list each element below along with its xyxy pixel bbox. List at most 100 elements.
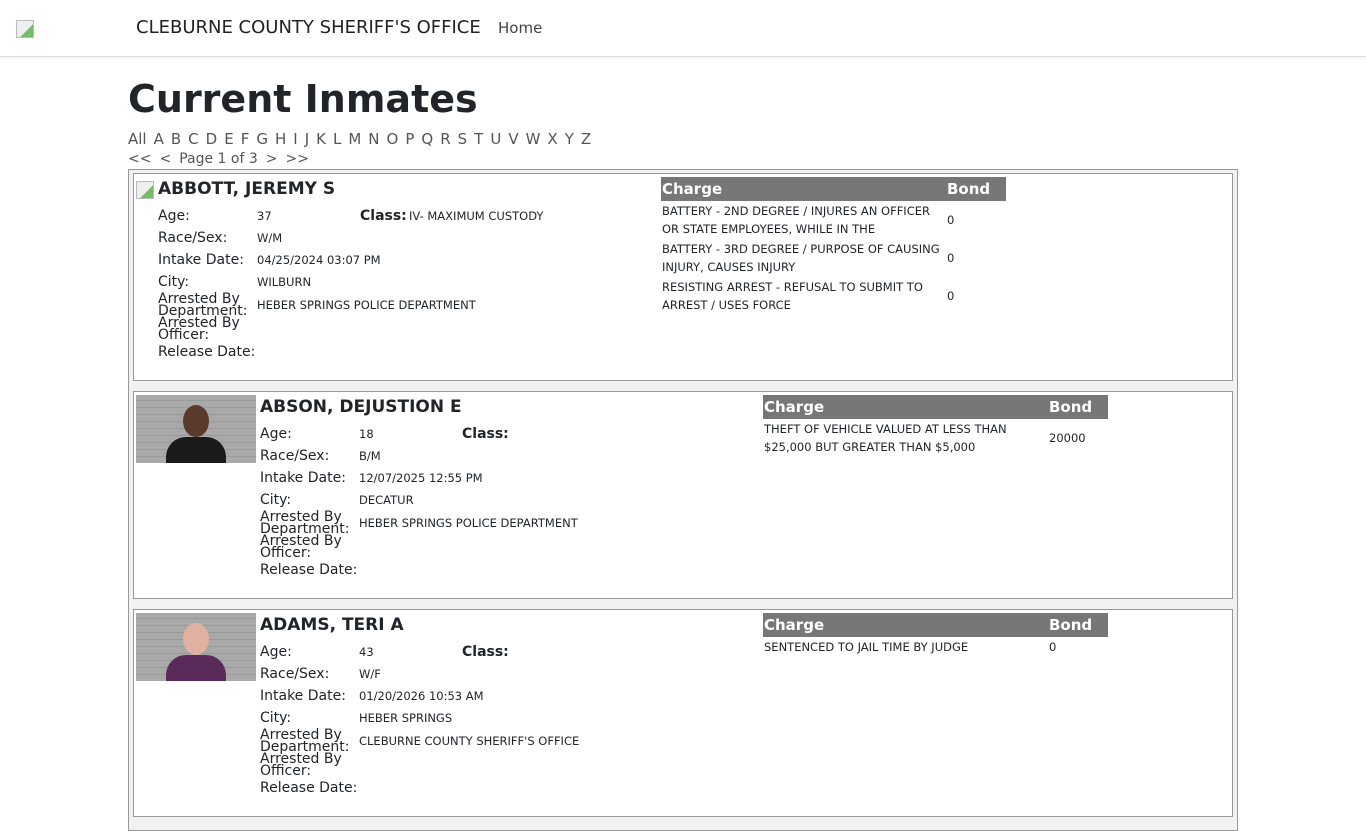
value-race: W/F (359, 667, 381, 681)
letter-filter-l[interactable]: L (332, 130, 342, 148)
letter-filter-k[interactable]: K (316, 130, 326, 148)
field-race: Race/Sex: W/M (158, 227, 661, 249)
letter-filter-x[interactable]: X (547, 130, 558, 148)
letter-filter-e[interactable]: E (224, 130, 234, 148)
inmate-info: ABBOTT, JEREMY S Age: 37 Class: IV- MAXIMUM… (158, 177, 661, 377)
label-intake: Intake Date: (260, 470, 346, 486)
label-race: Race/Sex: (260, 448, 330, 464)
label-release: Release Date: (260, 780, 358, 796)
letter-filter-r[interactable]: R (440, 130, 451, 148)
value-city: DECATUR (359, 493, 414, 507)
bond-amount: 0 (1049, 640, 1057, 654)
letter-filter-c[interactable]: C (188, 130, 199, 148)
field-dept: Arrested By Department: HEBER SPRINGS POL… (260, 510, 763, 536)
charge-row: BATTERY - 3RD DEGREE / PURPOSE OF CAUSIN… (661, 239, 1006, 277)
inmate-name[interactable]: ABSON, DEJUSTION E (260, 397, 462, 417)
field-dept: Arrested By Department: HEBER SPRINGS POL… (158, 291, 661, 319)
field-city: City: WILBURN (158, 271, 661, 293)
letter-filter-w[interactable]: W (525, 130, 541, 148)
letter-filter-j[interactable]: J (304, 130, 310, 148)
pagination: << < Page 1 of 3 > >> (128, 151, 1238, 167)
nav-home-link[interactable]: Home (498, 19, 543, 37)
bond-amount: 0 (947, 251, 955, 265)
next-page-link[interactable]: > (265, 151, 278, 167)
last-page-link[interactable]: >> (285, 151, 309, 167)
label-officer: Arrested By Officer: (158, 315, 240, 343)
main-content: Current Inmates All A B C D E F G H I J K L M N O P Q R S T U… (128, 76, 1238, 831)
charge-row: SENTENCED TO JAIL TIME BY JUDGE 0 (763, 637, 1108, 657)
label-class: Class: (462, 426, 509, 442)
label-race: Race/Sex: (260, 666, 330, 682)
letter-filter-z[interactable]: Z (580, 130, 592, 148)
charges-table: Charge Bond THEFT OF VEHICLE VALUED AT LES… (763, 395, 1108, 457)
value-race: B/M (359, 449, 381, 463)
letter-filter-o[interactable]: O (386, 130, 399, 148)
letter-filter-m[interactable]: M (348, 130, 362, 148)
letter-filter-f[interactable]: F (240, 130, 250, 148)
label-age: Age: (158, 208, 190, 224)
inmate-info: ADAMS, TERI A Age: 43 Class: Race/Sex: W/F I… (260, 613, 763, 813)
inmate-list: ABBOTT, JEREMY S Age: 37 Class: IV- MAXIMUM… (128, 169, 1238, 831)
letter-filter-v[interactable]: V (508, 130, 519, 148)
value-dept: HEBER SPRINGS POLICE DEPARTMENT (359, 516, 578, 530)
charges-table: Charge Bond SENTENCED TO JAIL TIME BY JUDG… (763, 613, 1108, 657)
inmate-photo[interactable] (136, 395, 256, 463)
charge-text: BATTERY - 2ND DEGREE / INJURES AN OFFICE… (662, 204, 930, 236)
letter-filter-p[interactable]: P (405, 130, 415, 148)
bond-header: Bond (1048, 395, 1108, 419)
field-officer: Arrested By Officer: (260, 751, 763, 779)
letter-filter-all[interactable]: All (128, 130, 147, 148)
letter-filter-y[interactable]: Y (564, 130, 574, 148)
label-intake: Intake Date: (158, 252, 244, 268)
field-city: City: HEBER SPRINGS (260, 707, 763, 729)
first-page-link[interactable]: << (128, 151, 152, 167)
letter-filter: All A B C D E F G H I J K L M N O P Q R S T U V W X Y Z (128, 130, 1238, 148)
letter-filter-t[interactable]: T (474, 130, 484, 148)
letter-filter-i[interactable]: I (293, 130, 298, 148)
value-intake: 12/07/2025 12:55 PM (359, 471, 483, 485)
charge-header: Charge (661, 177, 946, 201)
field-release: Release Date: (158, 341, 661, 363)
charge-row: THEFT OF VEHICLE VALUED AT LESS THAN $25… (763, 419, 1108, 457)
brand-link[interactable]: CLEBURNE COUNTY SHERIFF'S OFFICE (136, 17, 481, 38)
letter-filter-n[interactable]: N (368, 130, 380, 148)
value-age: 18 (359, 427, 374, 441)
label-city: City: (158, 274, 190, 290)
value-intake: 04/25/2024 03:07 PM (257, 253, 381, 267)
bond-header: Bond (1048, 613, 1108, 637)
charge-row: RESISTING ARREST - REFUSAL TO SUBMIT TO … (661, 277, 1006, 315)
navbar: CLEBURNE COUNTY SHERIFF'S OFFICE Home (0, 0, 1366, 57)
charge-header: Charge (763, 613, 1048, 637)
value-intake: 01/20/2026 10:53 AM (359, 689, 484, 703)
field-officer: Arrested By Officer: (260, 534, 763, 560)
logo-broken-image-icon[interactable] (16, 20, 34, 38)
charge-text: RESISTING ARREST - REFUSAL TO SUBMIT TO … (662, 280, 923, 312)
letter-filter-s[interactable]: S (457, 130, 468, 148)
letter-filter-b[interactable]: B (170, 130, 182, 148)
letter-filter-h[interactable]: H (274, 130, 287, 148)
inmate-name[interactable]: ADAMS, TERI A (260, 615, 404, 635)
label-intake: Intake Date: (260, 688, 346, 704)
value-dept: HEBER SPRINGS POLICE DEPARTMENT (257, 298, 476, 312)
inmate-info: ABSON, DEJUSTION E Age: 18 Class: Race/Sex… (260, 395, 763, 595)
inmate-photo[interactable] (136, 613, 256, 681)
charge-text: THEFT OF VEHICLE VALUED AT LESS THAN $25… (764, 422, 1007, 454)
letter-filter-u[interactable]: U (490, 130, 502, 148)
letter-filter-a[interactable]: A (153, 130, 164, 148)
prev-page-link[interactable]: < (159, 151, 172, 167)
page-title: Current Inmates (128, 77, 478, 121)
charge-text: SENTENCED TO JAIL TIME BY JUDGE (764, 640, 969, 654)
letter-filter-d[interactable]: D (205, 130, 218, 148)
label-officer: Arrested By Officer: (260, 751, 342, 779)
label-release: Release Date: (260, 562, 358, 578)
bond-header: Bond (946, 177, 1006, 201)
label-class: Class: (462, 644, 509, 660)
inmate-name[interactable]: ABBOTT, JEREMY S (158, 179, 336, 199)
label-dept: Arrested By Department: (158, 291, 248, 319)
value-class: IV- MAXIMUM CUSTODY (409, 209, 544, 223)
letter-filter-q[interactable]: Q (421, 130, 434, 148)
letter-filter-g[interactable]: G (256, 130, 268, 148)
label-age: Age: (260, 644, 292, 660)
field-city: City: DECATUR (260, 489, 763, 511)
value-city: WILBURN (257, 275, 312, 289)
